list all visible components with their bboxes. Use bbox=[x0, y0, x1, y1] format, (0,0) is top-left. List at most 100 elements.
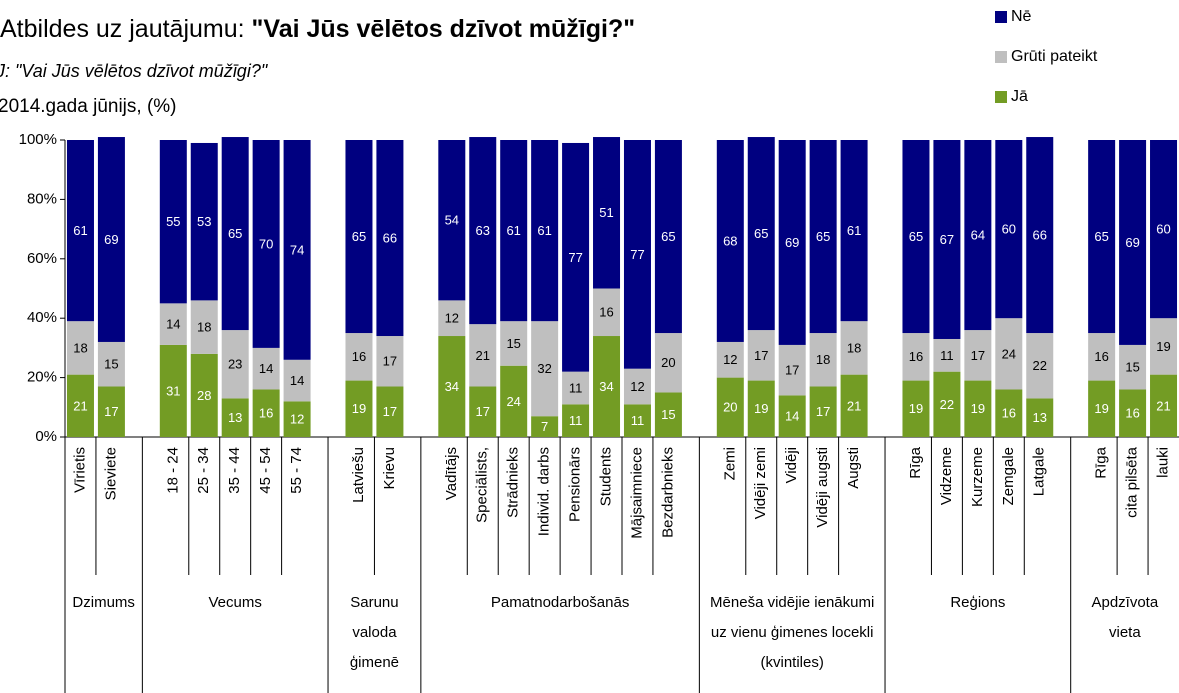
value-label: 16 bbox=[259, 406, 273, 421]
value-label: 14 bbox=[259, 361, 273, 376]
value-label: 17 bbox=[476, 404, 490, 419]
category-label: Individ. darbs bbox=[536, 447, 553, 536]
category-label: Zemgale bbox=[1000, 447, 1017, 505]
bar-segment bbox=[964, 140, 992, 331]
value-label: 11 bbox=[569, 413, 583, 428]
value-label: 51 bbox=[599, 205, 613, 220]
bar-segment bbox=[159, 303, 187, 345]
value-label: 20 bbox=[661, 355, 675, 370]
category-label: Vidzeme bbox=[938, 447, 955, 505]
value-label: 60 bbox=[1156, 222, 1170, 237]
value-label: 15 bbox=[1125, 360, 1139, 375]
value-label: 19 bbox=[909, 401, 923, 416]
bar-segment bbox=[345, 380, 373, 437]
value-label: 17 bbox=[104, 404, 118, 419]
bar-segment bbox=[531, 140, 559, 322]
value-label: 12 bbox=[290, 412, 304, 427]
bar-segment bbox=[933, 371, 961, 437]
category-label: 25 - 34 bbox=[195, 447, 212, 494]
bar-segment bbox=[1119, 140, 1147, 345]
value-label: 61 bbox=[537, 223, 551, 238]
group-label: Reģions bbox=[950, 594, 1006, 611]
value-label: 65 bbox=[661, 229, 675, 244]
bar-segment bbox=[1026, 333, 1054, 399]
category-label: cita pilsēta bbox=[1124, 446, 1141, 518]
title-question: "Vai Jūs vēlētos dzīvot mūžīgi?" bbox=[252, 15, 636, 43]
value-label: 65 bbox=[228, 226, 242, 241]
bar-segment bbox=[964, 380, 992, 437]
value-label: 14 bbox=[290, 373, 304, 388]
category-label: Latviešu bbox=[350, 447, 367, 503]
category-label: Vadītājs bbox=[443, 447, 460, 500]
bar-segment bbox=[159, 140, 187, 304]
value-label: 18 bbox=[816, 352, 830, 367]
group-label: Pamatnodarbošanās bbox=[490, 594, 630, 611]
bar-segment bbox=[778, 140, 806, 345]
y-tick-label: 40% bbox=[27, 309, 57, 326]
bar-segment bbox=[623, 404, 651, 437]
value-label: 22 bbox=[1033, 358, 1047, 373]
value-label: 21 bbox=[847, 398, 861, 413]
value-label: 34 bbox=[599, 379, 613, 394]
category-label: Vidēji bbox=[783, 447, 800, 483]
value-label: 18 bbox=[73, 340, 87, 355]
category-label: Mājsaimniece bbox=[628, 447, 645, 539]
value-label: 65 bbox=[816, 229, 830, 244]
bar-segment bbox=[809, 386, 837, 437]
bar-segment bbox=[1150, 374, 1178, 437]
category-label: Rīga bbox=[907, 446, 924, 478]
value-label: 65 bbox=[754, 226, 768, 241]
value-label: 21 bbox=[476, 348, 490, 363]
bar-segment bbox=[716, 377, 744, 437]
y-tick-label: 100% bbox=[19, 131, 57, 148]
category-label: Strādnieks bbox=[505, 447, 522, 518]
category-label: Latgale bbox=[1031, 447, 1048, 496]
value-label: 14 bbox=[166, 317, 180, 332]
value-label: 55 bbox=[166, 214, 180, 229]
bar-segment bbox=[562, 371, 590, 405]
value-label: 21 bbox=[73, 398, 87, 413]
bar-segment bbox=[778, 344, 806, 396]
bar-segment bbox=[159, 344, 187, 437]
group-label-box: Apdzīvota vieta bbox=[1091, 594, 1158, 641]
bar-segment bbox=[995, 318, 1023, 390]
value-label: 61 bbox=[73, 223, 87, 238]
bar-segment bbox=[809, 140, 837, 334]
category-label: Students bbox=[597, 447, 614, 506]
bar-segment bbox=[469, 324, 497, 387]
bar-segment bbox=[1088, 333, 1116, 381]
category-label: 55 - 74 bbox=[288, 447, 305, 494]
bar-segment bbox=[438, 300, 466, 337]
bar-segment bbox=[283, 359, 311, 402]
bar-segment bbox=[376, 140, 404, 337]
legend-label: Jā bbox=[1011, 88, 1028, 105]
bar-segment bbox=[221, 137, 249, 331]
value-label: 65 bbox=[909, 229, 923, 244]
group-label-box: Dzimums bbox=[72, 594, 135, 611]
value-label: 18 bbox=[847, 340, 861, 355]
bar-segment bbox=[1026, 137, 1054, 334]
note: 2014.gada jūnijs, (%) bbox=[0, 96, 177, 117]
value-label: 16 bbox=[1002, 406, 1016, 421]
category-label: Vidēji augsti bbox=[814, 447, 831, 528]
bar-segment bbox=[438, 336, 466, 437]
bar-segment bbox=[500, 365, 528, 437]
value-label: 7 bbox=[541, 419, 548, 434]
bar-segment bbox=[623, 368, 651, 405]
legend-swatch bbox=[995, 51, 1007, 63]
bar-segment bbox=[716, 140, 744, 342]
bar-segment bbox=[190, 142, 218, 301]
bar-segment bbox=[376, 386, 404, 437]
y-tick-label: 0% bbox=[35, 428, 57, 445]
group-label: Mēneša vidējie ienākumi uz vienu ģimenes… bbox=[710, 594, 875, 671]
value-label: 28 bbox=[197, 388, 211, 403]
category-label: lauki bbox=[1154, 447, 1171, 478]
bar-segment bbox=[964, 330, 992, 381]
bar-segment bbox=[531, 416, 559, 437]
group-label: Vecums bbox=[208, 594, 262, 611]
value-label: 20 bbox=[723, 400, 737, 415]
value-label: 61 bbox=[506, 223, 520, 238]
bar-segment bbox=[252, 389, 280, 437]
value-label: 12 bbox=[723, 352, 737, 367]
